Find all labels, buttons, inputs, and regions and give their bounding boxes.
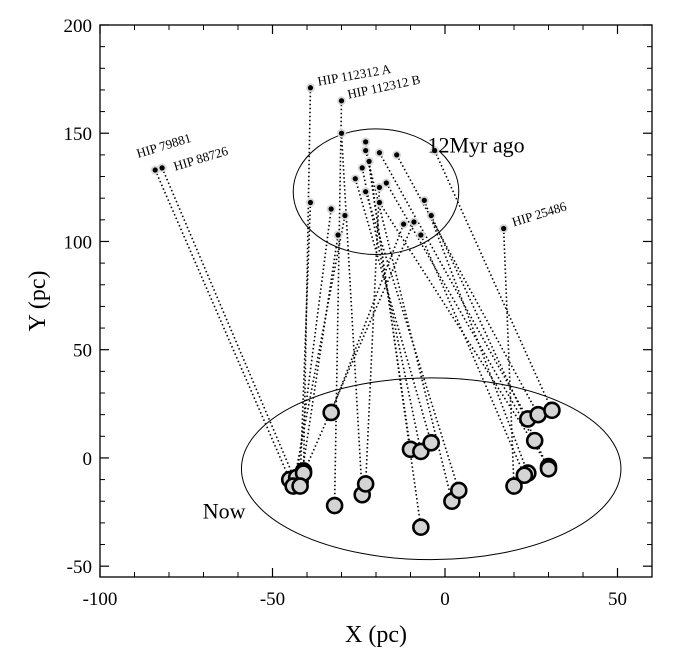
- y-axis-title: Y (pc): [25, 270, 51, 331]
- trajectory-line: [368, 161, 422, 528]
- y-tick-label: 200: [64, 16, 93, 37]
- past-group-ellipse: [292, 128, 460, 255]
- trajectory-line: [354, 178, 432, 444]
- past-point: [376, 199, 383, 206]
- group-label-now: Now: [203, 499, 246, 524]
- trajectory-line: [361, 167, 422, 452]
- current-point: [356, 475, 375, 493]
- trajectory-line: [364, 191, 460, 491]
- trajectory-line: [330, 223, 405, 413]
- y-tick-label: 50: [73, 341, 92, 362]
- current-point: [322, 403, 340, 422]
- past-point: [152, 167, 158, 173]
- trajectory-line: [433, 150, 553, 411]
- past-point: [363, 147, 369, 154]
- y-tick-label: 150: [64, 124, 93, 145]
- now-group-ellipse: [240, 377, 622, 561]
- current-point: [449, 481, 468, 500]
- past-point: [363, 189, 369, 195]
- current-point: [539, 459, 558, 478]
- trajectory-line: [430, 215, 550, 470]
- current-point: [505, 477, 523, 495]
- past-positions: [150, 83, 509, 240]
- past-point: [335, 232, 341, 238]
- past-point: [376, 184, 383, 190]
- past-point: [307, 199, 314, 206]
- past-point: [383, 180, 389, 186]
- current-point: [543, 401, 561, 420]
- trajectory-line: [302, 221, 415, 474]
- past-point: [428, 212, 434, 219]
- x-axis-title: X (pc): [345, 622, 407, 648]
- group-label-past: 12Myr ago: [427, 133, 524, 158]
- star-label: HIP 25486: [510, 198, 569, 229]
- past-point: [501, 225, 507, 232]
- past-point: [359, 165, 365, 171]
- trajectory-line: [423, 200, 529, 474]
- past-point: [159, 165, 165, 171]
- past-point: [411, 219, 417, 225]
- trajectory-line: [502, 228, 515, 487]
- x-tick-label: -50: [260, 589, 285, 610]
- current-positions: [280, 401, 561, 537]
- past-point: [394, 152, 400, 158]
- trajectory-line: [161, 167, 298, 485]
- x-tick-label: 0: [440, 589, 450, 610]
- past-point: [376, 150, 383, 156]
- trajectory-line: [295, 208, 332, 478]
- past-point: [363, 139, 369, 145]
- plot-frame: [99, 24, 653, 578]
- trajectory-line: [364, 187, 381, 484]
- trajectory-line: [395, 154, 539, 416]
- past-point: [352, 176, 358, 182]
- current-point: [291, 477, 309, 495]
- axis-ticks: -100 -50 0 50 -50 0 50 100 150 200: [64, 16, 653, 610]
- past-point: [338, 98, 345, 104]
- trajectory-line: [385, 182, 536, 442]
- trajectory-lines: [154, 87, 553, 528]
- trajectory-line: [154, 169, 291, 480]
- past-point: [307, 85, 314, 91]
- current-point: [515, 466, 534, 485]
- trajectory-line: [333, 100, 343, 506]
- past-point: [342, 212, 348, 219]
- past-point: [366, 158, 372, 164]
- past-point: [432, 147, 438, 154]
- current-point: [412, 518, 430, 537]
- current-point: [525, 431, 544, 450]
- past-point: [418, 232, 424, 238]
- y-tick-label: -50: [67, 557, 92, 578]
- trajectory-line: [292, 215, 346, 487]
- trajectory-line: [340, 133, 363, 495]
- x-tick-label: -100: [83, 589, 118, 610]
- group-regions: [240, 128, 622, 561]
- y-tick-label: 0: [83, 449, 93, 470]
- past-point: [328, 206, 334, 212]
- past-point: [401, 221, 407, 227]
- trajectory-line: [378, 152, 529, 420]
- current-point: [422, 433, 441, 452]
- y-tick-label: 100: [64, 232, 93, 253]
- x-tick-label: 50: [608, 589, 627, 610]
- current-point: [325, 496, 344, 515]
- past-point: [421, 197, 427, 203]
- past-point: [338, 130, 345, 136]
